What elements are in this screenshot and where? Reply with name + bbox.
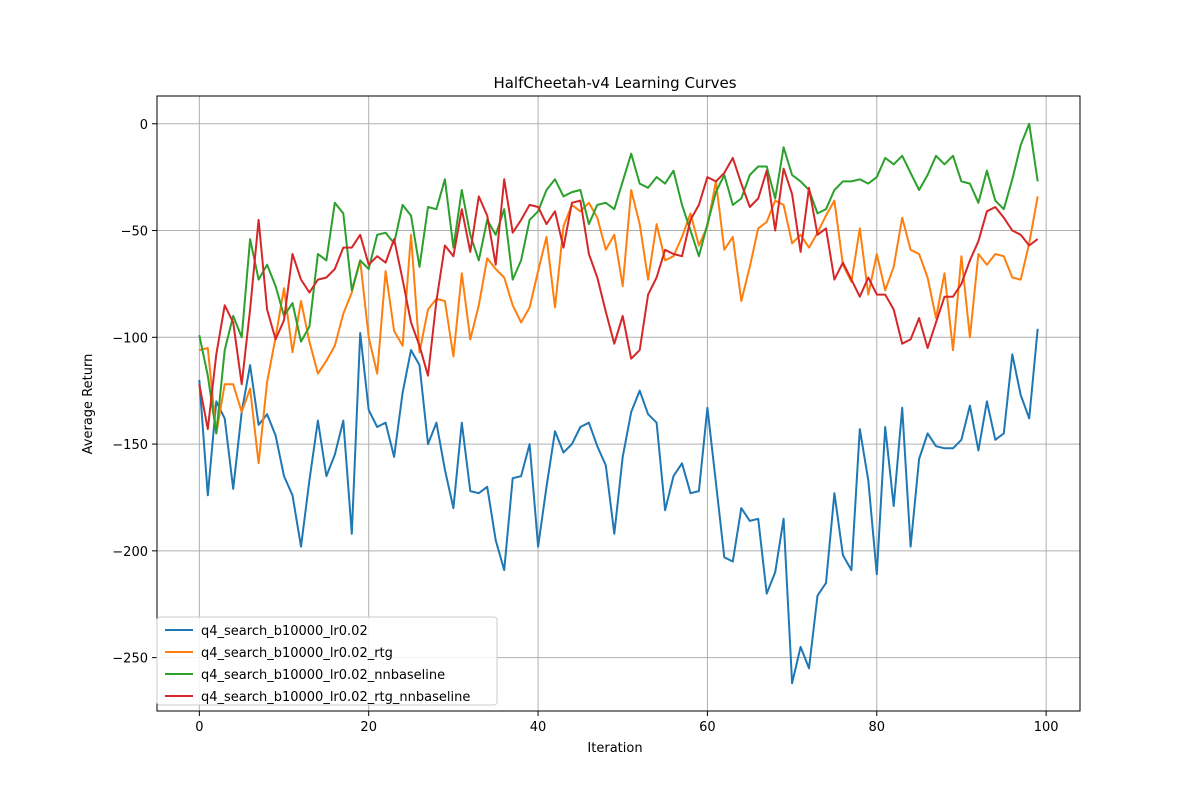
legend-label-1: q4_search_b10000_lr0.02 [201,624,368,639]
plot-frame [156,95,1081,712]
y-tick-label: −100 [112,331,148,346]
series-line-2 [199,180,1039,465]
legend-label-3: q4_search_b10000_lr0.02_nnbaseline [201,668,445,683]
plot-series [198,122,1039,685]
x-axis-ticks: 0 20 40 60 80 100 [195,711,1059,735]
chart-title: HalfCheetah-v4 Learning Curves [493,74,736,92]
series-line-1 [198,328,1039,685]
x-axis-label: Iteration [587,741,642,756]
y-axis-label: Average Return [81,354,96,455]
x-tick-label: 100 [1034,720,1059,735]
series-line-4 [198,156,1039,431]
x-tick-label: 80 [868,720,885,735]
y-tick-label: −250 [112,652,148,667]
legend-label-2: q4_search_b10000_lr0.02_rtg [201,646,393,661]
y-tick-label: −50 [121,225,148,240]
x-tick-label: 0 [195,720,203,735]
legend-box [156,616,498,706]
legend-label-4: q4_search_b10000_lr0.02_rtg_nnbaseline [201,690,470,705]
y-axis-ticks: −250 −200 −150 −100 −50 0 [112,118,157,667]
y-tick-label: −150 [112,438,148,453]
y-tick-label: 0 [140,118,148,133]
x-tick-label: 20 [360,720,377,735]
y-tick-label: −200 [112,545,148,560]
x-tick-label: 40 [530,720,547,735]
legend: q4_search_b10000_lr0.02 q4_search_b10000_… [156,616,498,706]
series-line-3 [198,122,1039,435]
x-tick-label: 60 [699,720,716,735]
